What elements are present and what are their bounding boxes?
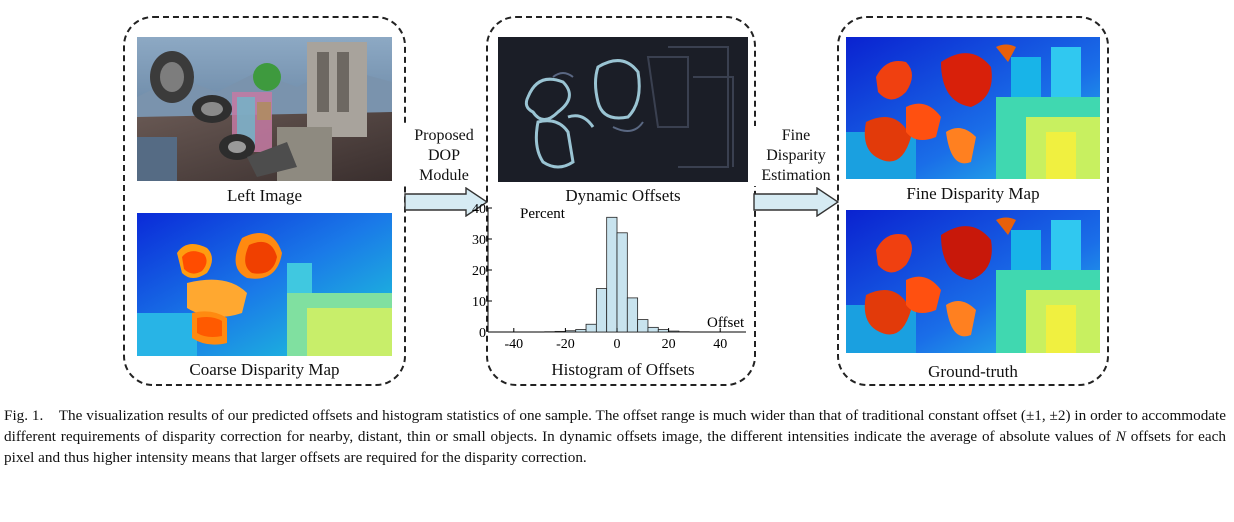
dop-label-line-2: DOP: [427, 147, 460, 164]
histogram-bar: [565, 330, 577, 333]
histogram-y-tick-label: 40: [472, 202, 486, 217]
figure-caption: Fig. 1. The visualization results of our…: [4, 405, 1226, 468]
fine-label-line-1: Fine: [781, 127, 811, 144]
histogram-bar: [554, 330, 566, 333]
caption-variable-n: N: [1115, 428, 1126, 445]
histogram-y-tick-label: 20: [472, 264, 486, 279]
histogram-bar: [657, 329, 669, 333]
dynamic-offsets-image: [498, 37, 748, 182]
figure-label: Fig. 1.: [4, 407, 44, 424]
left-image-caption: Left Image: [226, 186, 303, 205]
histogram-bar: [637, 319, 649, 333]
histogram-bar: [606, 216, 618, 333]
fine-disparity-caption: Fine Disparity Map: [906, 184, 1040, 203]
histogram-x-tick-label: -20: [556, 337, 575, 352]
coarse-disparity-caption: Coarse Disparity Map: [189, 360, 340, 379]
fine-estimation-arrow: [753, 187, 839, 217]
dop-label-line-3: Module: [419, 167, 469, 184]
histogram-y-axis-label: Percent: [520, 206, 566, 222]
histogram-x-tick-label: -40: [504, 337, 523, 352]
histogram-bar: [647, 326, 659, 333]
histogram-y-tick-label: 30: [472, 233, 486, 248]
histogram-x-tick-label: 40: [713, 337, 727, 352]
fine-label-line-2: Disparity: [766, 147, 826, 164]
caption-text-2: offsets for each pixel and thus higher i…: [4, 428, 1226, 466]
ground-truth-map: [846, 210, 1100, 353]
histogram-bar: [595, 288, 608, 333]
histogram-caption: Histogram of Offsets: [551, 360, 695, 379]
histogram-bar: [616, 232, 628, 333]
offset-histogram: 0 10 20 30 40 -40 -20 0 20 40 Percent Offset: [472, 202, 746, 352]
dynamic-offsets-caption: Dynamic Offsets: [565, 186, 681, 205]
histogram-bar: [668, 330, 680, 333]
coarse-disparity-map: [137, 213, 392, 356]
dop-module-label: Proposed DOP Module: [403, 126, 485, 186]
histogram-bar: [575, 329, 587, 333]
histogram-y-tick-label: 10: [472, 295, 486, 310]
fine-label-line-3: Estimation: [761, 167, 831, 184]
ground-truth-caption: Ground-truth: [928, 362, 1018, 381]
histogram-x-tick-label: 20: [662, 337, 676, 352]
caption-text-1: The visualization results of our predict…: [4, 407, 1226, 445]
histogram-bar: [585, 323, 597, 333]
histogram-bar: [626, 297, 639, 333]
dop-arrow: [404, 187, 488, 217]
histogram-x-axis-label: Offset: [707, 315, 745, 331]
histogram-x-tick-label: 0: [614, 337, 621, 352]
histogram-y-tick-label: 0: [479, 326, 486, 341]
left-image: [137, 37, 392, 181]
fine-disparity-estimation-label: Fine Disparity Estimation: [752, 126, 840, 186]
right-panel: [837, 16, 1109, 386]
dop-label-line-1: Proposed: [414, 127, 474, 144]
fine-disparity-map: [846, 37, 1100, 179]
